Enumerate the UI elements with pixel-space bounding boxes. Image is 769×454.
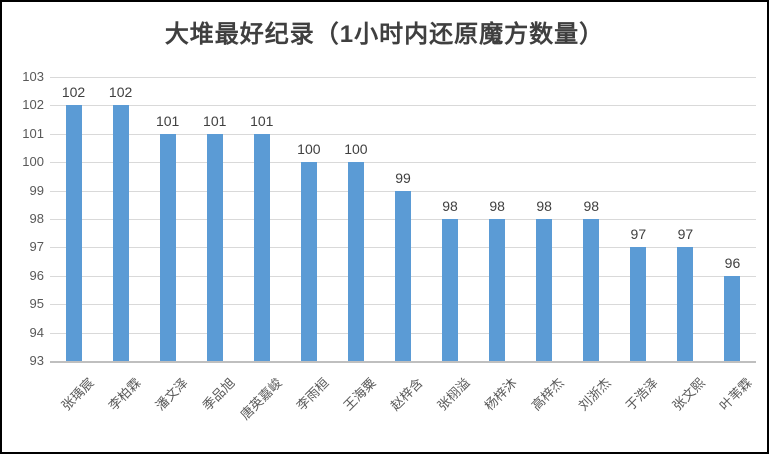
x-category-label: 潘文泽 [152,375,191,414]
y-tick-label: 101 [22,125,44,141]
x-category-label: 王海粟 [340,375,379,414]
y-tick-label: 102 [22,97,44,113]
bar-value-label: 99 [395,169,411,186]
gridline [50,133,756,135]
y-tick-label: 98 [29,211,44,226]
bar-value-label: 101 [203,112,227,129]
y-tick-label: 100 [22,154,44,170]
bar [253,133,270,361]
bar-value-label: 98 [489,198,505,214]
bar [677,247,694,361]
gridline [50,77,756,78]
bar [112,105,129,361]
x-category-label: 李柏霖 [105,375,144,414]
bar [300,162,317,361]
bar-value-label: 102 [61,84,86,101]
bar-value-label: 101 [155,112,180,129]
gridline [50,162,756,164]
x-category-label: 叶苇霖 [717,375,756,414]
bar-value-label: 98 [583,198,600,214]
bar [347,162,364,361]
x-category-label: 刘浙杰 [575,375,615,414]
bar-value-label: 96 [724,254,741,271]
bar [442,219,459,361]
bar-value-label: 97 [677,226,694,243]
bar-value-label: 98 [442,198,458,214]
x-category-label: 张瑀宸 [58,375,97,414]
gridline [50,105,756,107]
bar [206,133,223,361]
bar-value-label: 101 [250,112,274,129]
x-category-label: 高梓杰 [528,375,567,414]
x-category-label: 于浩泽 [622,375,662,414]
y-tick-label: 103 [22,69,44,84]
bar [395,190,411,361]
bar [489,219,506,361]
bar [724,275,741,361]
bar-value-label: 100 [344,141,368,158]
bar [583,219,600,361]
y-tick-label: 99 [29,182,44,198]
bar [630,247,647,361]
x-category-label: 张文熙 [669,375,709,414]
y-tick-label: 95 [29,296,44,312]
x-category-label: 张栩溢 [434,375,473,414]
y-tick-label: 94 [29,324,44,340]
bar-value-label: 102 [108,84,133,101]
x-category-label: 李雨桓 [293,375,332,414]
bar [159,133,176,361]
y-tick-label: 97 [29,239,44,255]
x-category-label: 赵梓含 [387,375,426,414]
x-axis-line [50,361,756,363]
bar [65,105,82,361]
y-tick-label: 93 [29,353,44,368]
bar-value-label: 100 [297,141,321,158]
y-tick-label: 96 [29,267,44,283]
chart-title: 大堆最好纪录（1小时内还原魔方数量） [164,21,605,48]
bar [536,219,553,361]
x-category-label: 唐英嘉峻 [237,375,285,423]
x-category-label: 季品旭 [199,375,238,414]
bar-value-label: 97 [630,226,647,243]
bar-value-label: 98 [536,198,552,214]
x-category-label: 杨梓沐 [481,375,520,414]
